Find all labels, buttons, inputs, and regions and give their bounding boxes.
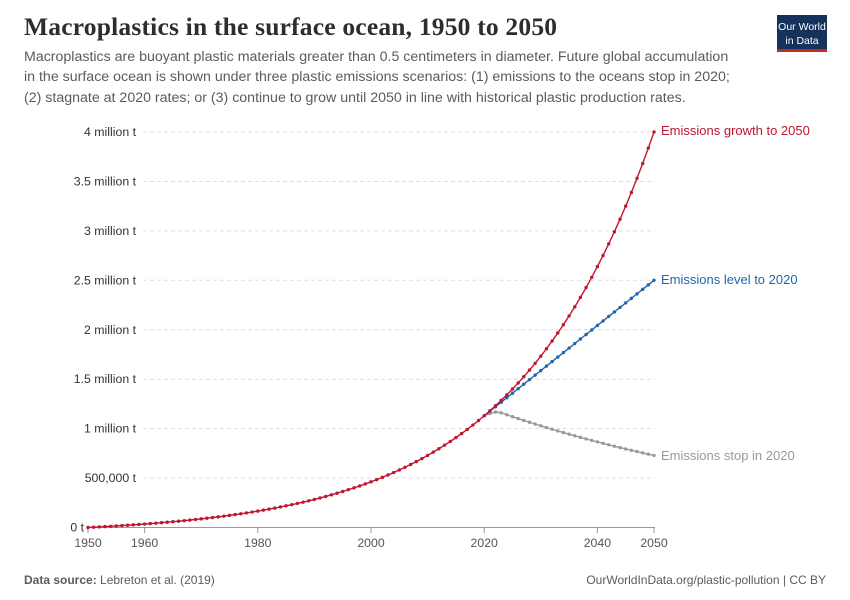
svg-text:Emissions stop in 2020: Emissions stop in 2020 <box>661 448 795 463</box>
svg-text:2 million t: 2 million t <box>84 323 137 337</box>
svg-text:0 t: 0 t <box>70 521 84 535</box>
svg-text:1.5 million t: 1.5 million t <box>74 372 137 386</box>
svg-text:1980: 1980 <box>244 536 272 550</box>
svg-text:2.5 million t: 2.5 million t <box>74 273 137 287</box>
svg-text:1 million t: 1 million t <box>84 422 137 436</box>
svg-text:1960: 1960 <box>131 536 159 550</box>
svg-text:Emissions growth to 2050: Emissions growth to 2050 <box>661 123 810 138</box>
svg-text:1950: 1950 <box>74 536 102 550</box>
svg-text:2050: 2050 <box>640 536 668 550</box>
svg-text:Emissions level to 2020: Emissions level to 2020 <box>661 272 798 287</box>
svg-text:4 million t: 4 million t <box>84 125 137 139</box>
svg-text:2020: 2020 <box>471 536 499 550</box>
svg-text:3.5 million t: 3.5 million t <box>74 174 137 188</box>
svg-text:2000: 2000 <box>357 536 385 550</box>
svg-text:500,000 t: 500,000 t <box>85 471 137 485</box>
svg-text:3 million t: 3 million t <box>84 224 137 238</box>
svg-text:2040: 2040 <box>584 536 612 550</box>
